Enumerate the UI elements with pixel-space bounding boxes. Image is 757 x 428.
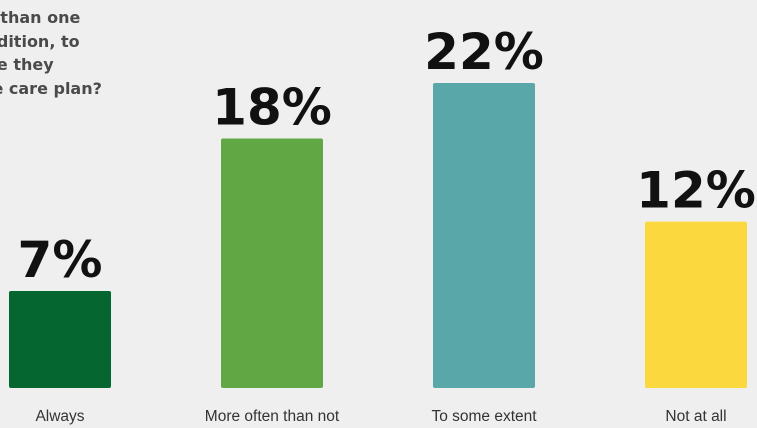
value-label-2: 18% — [212, 78, 332, 136]
category-label-3: To some extent — [431, 408, 537, 425]
bar-4 — [645, 221, 747, 388]
value-label-1: 7% — [18, 231, 103, 289]
category-label-1: Always — [35, 408, 84, 425]
value-label-3: 22% — [424, 23, 544, 81]
bar-2 — [221, 138, 323, 388]
value-label-4: 12% — [636, 162, 756, 220]
category-label-4: Not at all — [665, 408, 726, 425]
bar-3 — [433, 83, 535, 388]
bar-1 — [9, 290, 111, 388]
question-text: ore than one condition, to t are they am… — [0, 8, 102, 98]
category-label-2: More often than not — [205, 408, 340, 425]
